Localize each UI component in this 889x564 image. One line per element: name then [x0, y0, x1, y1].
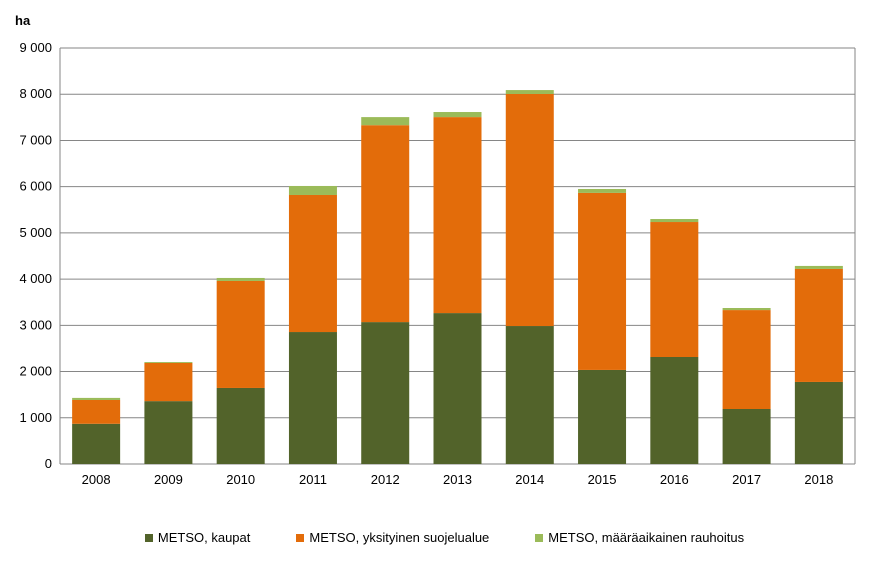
bar-segment [578, 188, 627, 193]
bar-segment [288, 332, 337, 464]
bar-segment [361, 322, 410, 464]
y-tick-label: 6 000 [19, 179, 52, 194]
x-tick-label: 2010 [226, 472, 255, 487]
x-tick-label: 2012 [371, 472, 400, 487]
legend-item: METSO, yksityinen suojelualue [296, 530, 489, 545]
legend-label: METSO, määräaikainen rauhoitus [548, 530, 745, 545]
x-tick-label: 2008 [82, 472, 111, 487]
bar-segment [288, 194, 337, 333]
bar-segment [72, 397, 121, 400]
bar-segment [144, 363, 193, 402]
y-tick-label: 3 000 [19, 317, 52, 332]
bar-segment [433, 112, 482, 118]
bar-segment [216, 277, 265, 281]
bar-segment [505, 90, 554, 94]
legend-swatch [144, 533, 153, 542]
bar-segment [722, 310, 771, 409]
bar-segment [72, 423, 121, 464]
bar-segment [722, 308, 771, 311]
x-tick-label: 2011 [299, 472, 327, 487]
bar-segment [433, 313, 482, 464]
x-tick-label: 2013 [443, 472, 472, 487]
y-tick-label: 8 000 [19, 86, 52, 101]
x-tick-label: 2016 [660, 472, 689, 487]
bar-segment [216, 280, 265, 388]
x-tick-label: 2017 [732, 472, 761, 487]
y-axis-unit: ha [15, 13, 31, 28]
bar-segment [505, 93, 554, 327]
bar-segment [144, 401, 193, 464]
bar-segment [794, 268, 843, 382]
y-tick-label: 1 000 [19, 410, 52, 425]
plot-area: 0 1 000 2 000 3 000 4 000 5 000 6 000 7 000 8 00… [19, 40, 856, 487]
x-tick-label: 2015 [588, 472, 617, 487]
bar-segment [433, 117, 482, 314]
bar-segment [144, 362, 193, 364]
x-tick-label: 2014 [515, 472, 544, 487]
y-tick-label: 2 000 [19, 364, 52, 379]
bar-segment [361, 125, 410, 323]
legend-swatch [535, 533, 544, 542]
x-tick-label: 2009 [154, 472, 183, 487]
legend: METSO, kaupat METSO, yksityinen suojelual… [0, 530, 889, 545]
bar-segment [578, 192, 627, 370]
bar-segment [216, 387, 265, 464]
bar-segment [794, 381, 843, 464]
x-tick-label: 2018 [804, 472, 833, 487]
bar-segment [650, 219, 699, 223]
legend-label: METSO, kaupat [157, 530, 251, 545]
bar-segment [650, 222, 699, 357]
bar-segment [722, 408, 771, 464]
bar-segment [794, 265, 843, 269]
bar-segment [288, 185, 337, 195]
bar-segment [505, 326, 554, 464]
y-tick-label: 9 000 [19, 40, 52, 55]
y-tick-label: 5 000 [19, 225, 52, 240]
bar-segment [72, 399, 121, 424]
bar-segment [650, 356, 699, 464]
legend-swatch [296, 533, 305, 542]
bar-segment [361, 117, 410, 126]
y-tick-label: 4 000 [19, 271, 52, 286]
bar-segment [578, 369, 627, 464]
y-tick-label: 7 000 [19, 132, 52, 147]
legend-item: METSO, määräaikainen rauhoitus [535, 530, 744, 545]
legend-item: METSO, kaupat [144, 530, 251, 545]
legend-label: METSO, yksityinen suojelualue [309, 530, 490, 545]
y-tick-label: 0 [45, 456, 52, 471]
